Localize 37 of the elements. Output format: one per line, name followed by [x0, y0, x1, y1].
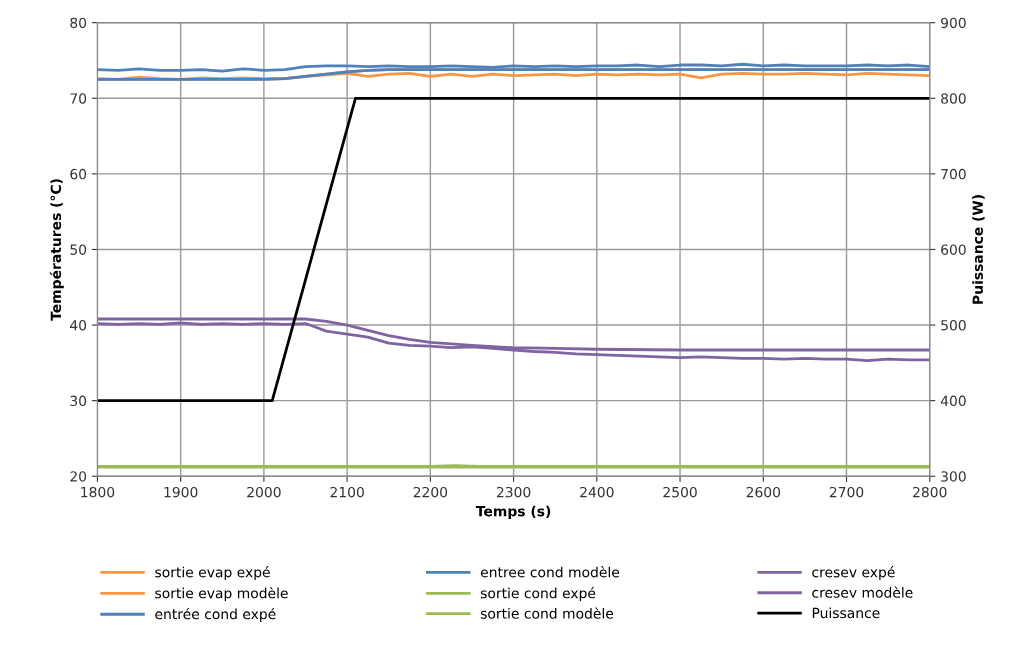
- legend-label: sortie cond modèle: [480, 607, 614, 619]
- y-tick-label: 60: [70, 168, 87, 180]
- legend-label: Puissance: [812, 607, 880, 619]
- y-tick-label: 30: [70, 395, 87, 407]
- legend-label: sortie cond expé: [480, 587, 596, 602]
- legend-label: entree cond modèle: [480, 566, 620, 578]
- y-tick-label: 80: [70, 17, 87, 29]
- x-tick-label: 1900: [164, 486, 198, 498]
- x-axis-title: Temps (s): [475, 505, 551, 520]
- y2-tick-label: 600: [941, 244, 966, 255]
- y-tick-label: 20: [70, 471, 87, 482]
- legend-label: entrée cond expé: [155, 607, 276, 622]
- legend-label: cresev expé: [812, 566, 895, 581]
- x-tick-label: 2000: [247, 486, 281, 498]
- x-tick-label: 1800: [81, 486, 115, 498]
- x-tick-label: 2700: [829, 486, 864, 498]
- x-tick-label: 2400: [580, 486, 614, 498]
- legend-label: cresev modèle: [812, 586, 913, 598]
- y2-tick-label: 400: [940, 395, 966, 407]
- x-tick-label: 2300: [496, 486, 531, 498]
- y2-tick-label: 500: [941, 320, 966, 331]
- x-tick-label: 2800: [913, 486, 947, 498]
- y2-tick-label: 800: [941, 93, 966, 104]
- x-tick-label: 2500: [663, 486, 697, 498]
- y-tick-label: 40: [70, 320, 87, 331]
- y2-tick-label: 300: [941, 471, 966, 482]
- x-tick-label: 2100: [330, 486, 364, 498]
- y2-tick-label: 900: [941, 17, 966, 29]
- y2-axis-title: Puissance (W): [972, 195, 985, 304]
- legend-label: sortie evap modèle: [155, 587, 288, 602]
- y-axis-title: Températures (°C): [49, 179, 64, 321]
- y-tick-label: 50: [70, 244, 87, 255]
- y2-tick-label: 700: [941, 168, 966, 180]
- x-tick-label: 2600: [746, 486, 781, 498]
- y-tick-label: 70: [70, 93, 87, 104]
- legend-label: sortie evap expé: [155, 566, 270, 581]
- x-tick-label: 2200: [413, 486, 448, 498]
